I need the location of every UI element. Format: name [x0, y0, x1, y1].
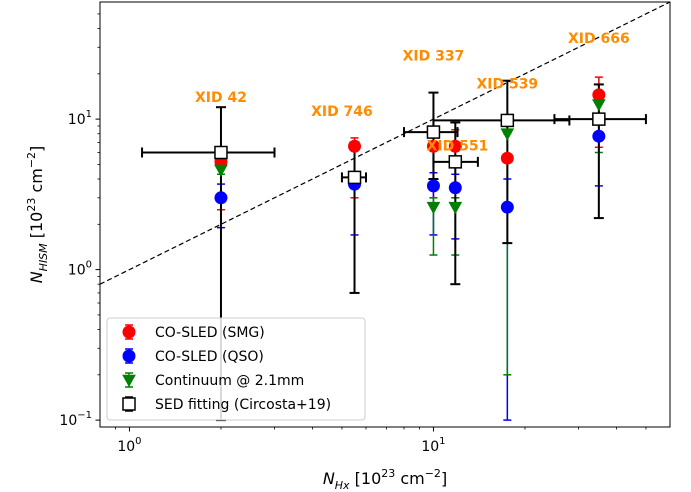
annotation-layer: XID 42 XID 746 XID 337 XID 539 XID 551 XID 66… [195, 31, 630, 154]
legend-label-1: CO-SLED (QSO) [155, 349, 264, 365]
legend: CO-SLED (SMG) CO-SLED (QSO) Continuum @ 2.… [106, 317, 366, 421]
data-point-3-4 [500, 113, 515, 128]
data-point-3-2 [426, 125, 441, 139]
y-tick-label-1: 100 [68, 260, 92, 279]
legend-marker-3 [122, 397, 136, 411]
legend-marker-0 [122, 325, 136, 339]
data-point-2-4 [591, 99, 606, 112]
data-point-0-4 [500, 151, 514, 165]
y-axis-label: NHISM [1023 cm−2] [25, 146, 50, 284]
data-point-1-0 [214, 191, 228, 205]
data-point-3-0 [214, 145, 228, 160]
y-tick-label-0: 10−1 [59, 410, 92, 429]
data-point-2-2 [448, 201, 463, 215]
data-point-2-3 [500, 128, 515, 141]
annotation-label-1: XID 746 [311, 104, 373, 120]
legend-label-0: CO-SLED (SMG) [155, 325, 265, 341]
data-point-1-3 [448, 181, 462, 195]
reference-line-one-to-one [100, 2, 670, 285]
data-point-0-2 [426, 139, 440, 153]
annotation-label-0: XID 42 [195, 90, 247, 106]
x-tick-label-0: 100 [117, 436, 141, 455]
reference-line-layer [100, 2, 670, 285]
data-point-2-0 [214, 164, 228, 177]
legend-box [106, 317, 366, 421]
data-point-0-3 [448, 139, 462, 153]
annotation-label-5: XID 666 [568, 31, 630, 47]
legend-label-3: SED fitting (Circosta+19) [155, 397, 331, 413]
annotation-label-3: XID 539 [476, 76, 538, 92]
data-point-2-1 [426, 201, 441, 215]
data-point-1-5 [592, 129, 606, 143]
marker-layer [214, 88, 606, 215]
x-tick-label-1: 101 [421, 436, 445, 455]
y-tick-label-2: 101 [68, 109, 92, 128]
data-point-3-1 [347, 170, 362, 185]
data-point-0-5 [592, 88, 606, 102]
annotation-label-4: XID 551 [427, 138, 489, 154]
data-point-0-1 [348, 139, 362, 153]
annotation-label-2: XID 337 [403, 49, 465, 65]
data-point-3-5 [592, 112, 606, 126]
plot-frame [99, 1, 671, 428]
axes-layer: 100 101 10−1 100 101 NHx [1023 cm−2] NHISM [10… [25, 1, 671, 492]
legend-label-2: Continuum @ 2.1mm [155, 373, 304, 389]
data-point-3-3 [448, 155, 463, 169]
legend-marker-2 [122, 374, 136, 388]
legend-marker-1 [122, 349, 136, 363]
data-point-1-2 [426, 179, 440, 193]
x-axis-label: NHx [1023 cm−2] [323, 467, 447, 492]
data-point-1-4 [500, 200, 514, 214]
